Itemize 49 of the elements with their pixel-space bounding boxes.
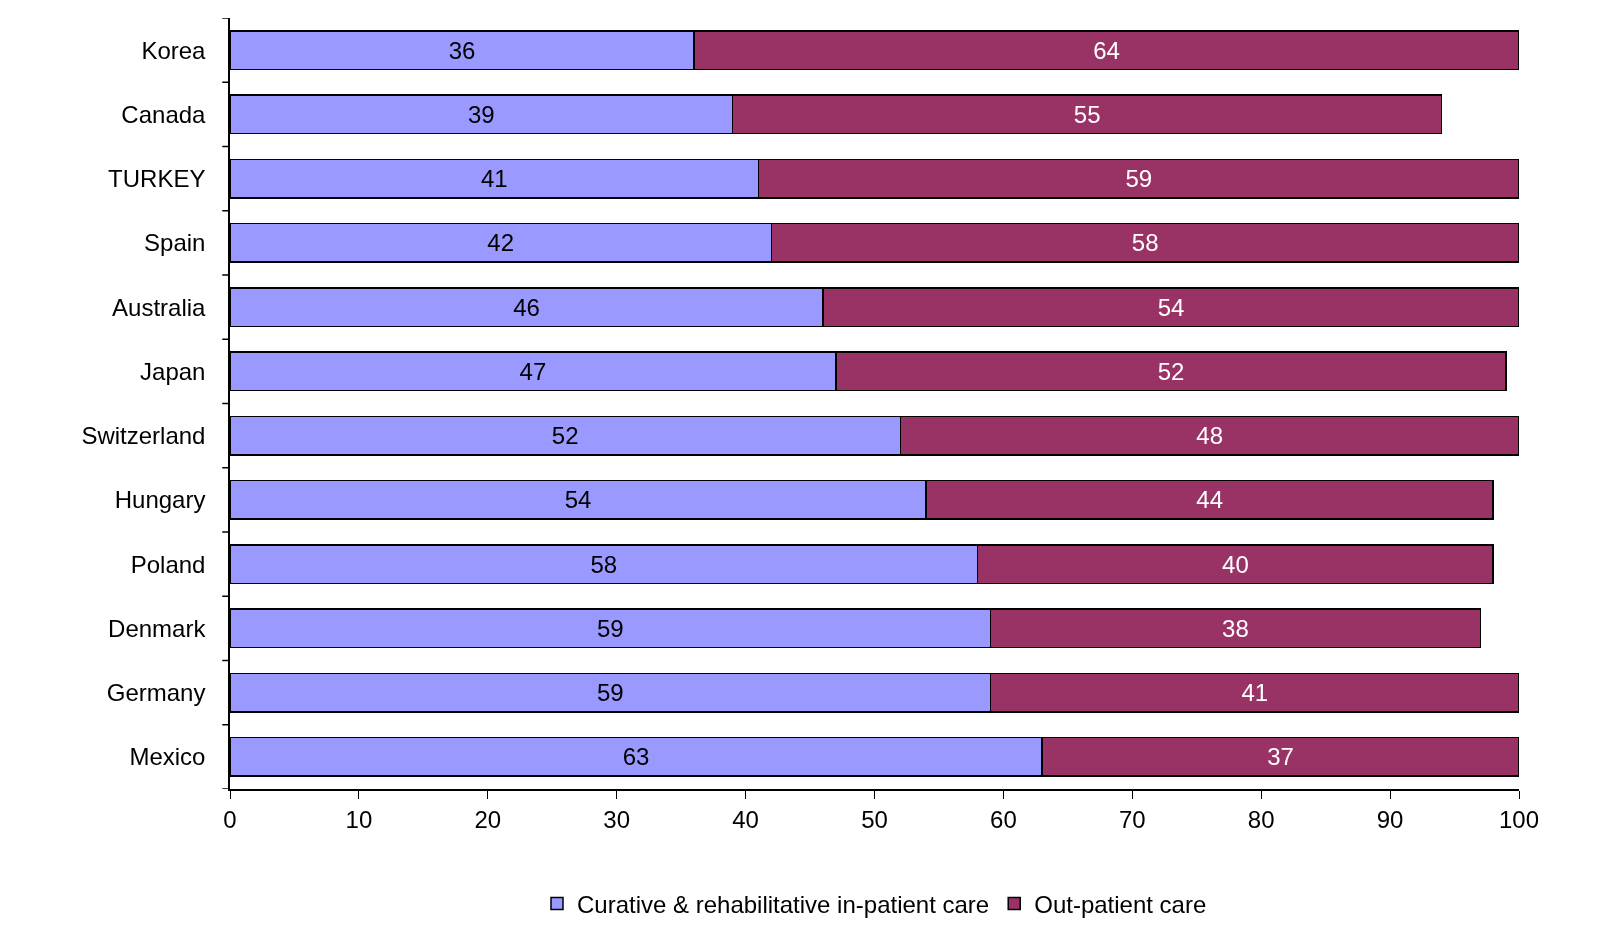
data-label: 46 bbox=[513, 293, 540, 321]
data-label: 63 bbox=[622, 743, 650, 771]
data-label: 48 bbox=[1196, 422, 1223, 450]
data-label: 58 bbox=[1131, 229, 1159, 257]
y-tick-label: Spain bbox=[144, 229, 206, 257]
data-label: 40 bbox=[1222, 550, 1249, 578]
y-tick-label: Switzerland bbox=[81, 422, 206, 450]
legend-label: Curative & rehabilitative in-patient care bbox=[577, 890, 990, 918]
y-tick-label: Korea bbox=[141, 36, 207, 64]
x-tick-label: 40 bbox=[732, 805, 759, 833]
x-tick-label: 90 bbox=[1376, 805, 1404, 833]
x-tick-label: 100 bbox=[1498, 805, 1540, 833]
y-tick-label: Mexico bbox=[129, 743, 206, 771]
data-label: 37 bbox=[1267, 743, 1294, 771]
data-label: 59 bbox=[596, 614, 624, 642]
data-label: 54 bbox=[1157, 293, 1185, 321]
y-tick-label: Japan bbox=[140, 357, 206, 385]
data-label: 52 bbox=[1157, 357, 1185, 385]
y-tick-label: TURKEY bbox=[108, 165, 206, 193]
x-tick-label: 70 bbox=[1118, 805, 1146, 833]
data-label: 64 bbox=[1093, 36, 1120, 64]
data-label: 39 bbox=[468, 100, 495, 128]
data-label: 36 bbox=[448, 36, 476, 64]
legend-label: Out-patient care bbox=[1034, 890, 1207, 918]
y-tick-label: Poland bbox=[130, 550, 206, 578]
data-label: 42 bbox=[487, 229, 515, 257]
data-label: 41 bbox=[480, 165, 508, 193]
data-label: 59 bbox=[1125, 165, 1153, 193]
data-label: 38 bbox=[1222, 614, 1249, 642]
data-label: 44 bbox=[1196, 486, 1223, 514]
data-label: 54 bbox=[564, 486, 592, 514]
x-tick-label: 50 bbox=[861, 805, 888, 833]
y-tick-label: Australia bbox=[112, 293, 207, 321]
y-tick-label: Denmark bbox=[108, 614, 207, 642]
y-tick-label: Hungary bbox=[114, 486, 206, 514]
data-label: 58 bbox=[590, 550, 618, 578]
x-tick-label: 60 bbox=[990, 805, 1017, 833]
data-label: 52 bbox=[551, 422, 579, 450]
x-tick-label: 20 bbox=[474, 805, 502, 833]
data-label: 47 bbox=[519, 357, 547, 385]
data-label: 55 bbox=[1073, 100, 1101, 128]
x-tick-label: 0 bbox=[223, 805, 237, 833]
data-label: 59 bbox=[596, 679, 624, 707]
y-tick-label: Germany bbox=[106, 679, 206, 707]
x-tick-label: 10 bbox=[345, 805, 373, 833]
y-tick-label: Canada bbox=[121, 100, 207, 128]
data-label: 41 bbox=[1241, 679, 1269, 707]
x-tick-label: 80 bbox=[1247, 805, 1275, 833]
x-tick-label: 30 bbox=[603, 805, 631, 833]
